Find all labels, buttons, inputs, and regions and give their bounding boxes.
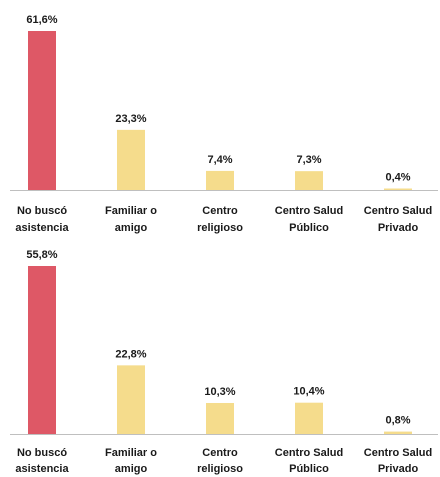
category-label-2-5-line1: Centro Salud: [364, 447, 432, 459]
category-label-2-1-line2: asistencia: [15, 463, 69, 475]
value-label-2-1: 55,8%: [26, 249, 57, 261]
bar-1-3: [206, 170, 234, 190]
bar-1-4: [295, 171, 323, 190]
value-label-1-4: 7,3%: [296, 154, 321, 166]
bar-2-1: [28, 266, 56, 434]
bar-1-1: [28, 31, 56, 190]
value-label-2-2: 22,8%: [115, 348, 146, 360]
value-label-2-4: 10,4%: [293, 386, 324, 398]
category-label-2-3-line1: Centro: [202, 447, 238, 459]
bar-2-5: [384, 431, 412, 434]
category-label-2-4-line1: Centro Salud: [275, 447, 343, 459]
category-label-1-5-line2: Privado: [378, 222, 419, 234]
chart-panel-1: 61,6% No buscó asistencia 23,3% Familiar o am…: [10, 14, 438, 234]
category-label-1-2-line1: Familiar o: [105, 205, 157, 217]
bar-2-3: [206, 402, 234, 434]
category-label-1-3-line2: religioso: [197, 222, 243, 234]
value-label-1-1: 61,6%: [26, 14, 57, 26]
bar-2-2: [117, 365, 145, 434]
category-label-1-1-line1: No buscó: [17, 205, 67, 217]
category-label-1-5-line1: Centro Salud: [364, 205, 432, 217]
value-label-2-3: 10,3%: [204, 386, 235, 398]
bar-1-2: [117, 129, 145, 190]
category-label-1-4-line2: Público: [289, 222, 329, 234]
category-label-2-2-line2: amigo: [115, 463, 148, 475]
category-label-1-2-line2: amigo: [115, 222, 148, 234]
category-label-2-1-line1: No buscó: [17, 447, 67, 459]
value-label-1-2: 23,3%: [115, 113, 146, 125]
category-label-2-3-line2: religioso: [197, 463, 243, 475]
chart-panel-2: 55,8% No buscó asistencia 22,8% Familiar o am…: [10, 249, 438, 475]
value-label-1-5: 0,4%: [385, 172, 410, 184]
category-label-1-4-line1: Centro Salud: [275, 205, 343, 217]
category-label-2-4-line2: Público: [289, 463, 329, 475]
category-label-2-5-line2: Privado: [378, 463, 419, 475]
value-label-1-3: 7,4%: [207, 154, 232, 166]
value-label-2-5: 0,8%: [385, 415, 410, 427]
bar-2-4: [295, 402, 323, 434]
category-label-1-3-line1: Centro: [202, 205, 238, 217]
category-label-1-1-line2: asistencia: [15, 222, 69, 234]
bar-1-5: [384, 188, 412, 190]
category-label-2-2-line1: Familiar o: [105, 447, 157, 459]
